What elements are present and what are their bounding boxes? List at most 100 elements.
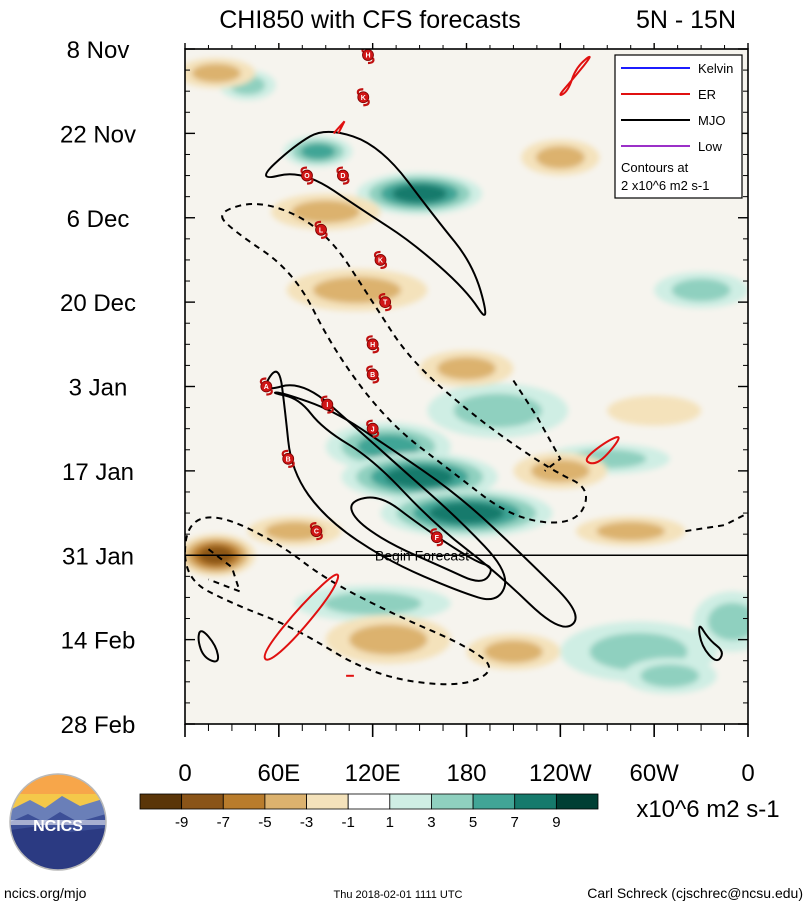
storm-marker-letter: L — [319, 227, 324, 234]
y-tick-label: 17 Jan — [62, 459, 134, 486]
y-tick-label: 22 Nov — [60, 121, 136, 148]
anomaly-blob — [484, 640, 543, 663]
storm-marker: C — [309, 522, 323, 541]
storm-marker-letter: J — [371, 426, 375, 433]
colorbar-label: 5 — [469, 814, 477, 831]
legend: Kelvin ER MJO Low Contours at 2 x10^6 m2 s-… — [614, 54, 743, 199]
colorbar-swatch — [181, 793, 224, 810]
colorbar-swatch — [472, 793, 516, 810]
x-axis: 0 60E 120E 180 120W 60W 0 — [178, 43, 755, 787]
colorbar-swatch — [347, 793, 391, 810]
colorbar-swatch — [431, 793, 474, 810]
mjo-contour — [197, 630, 220, 663]
anomaly-blob — [191, 63, 241, 83]
colorbar: -9 -7 -5 -3 -1 1 3 5 7 9 — [139, 793, 599, 831]
legend-note-line1: Contours at — [621, 160, 689, 175]
x-tick-label: 180 — [446, 760, 486, 787]
anomaly-blob — [535, 146, 585, 169]
storm-marker-letter: F — [435, 535, 440, 542]
legend-label: ER — [698, 87, 716, 102]
anomaly-blob — [453, 393, 542, 428]
mjo-contour — [265, 370, 507, 601]
y-tick-label: 31 Jan — [62, 543, 134, 570]
storm-marker-letter: K — [361, 95, 366, 102]
wave-contours — [185, 55, 748, 686]
y-tick-label: 20 Dec — [60, 290, 136, 317]
storm-marker-letter: H — [370, 342, 375, 349]
colorbar-label: 9 — [552, 814, 560, 831]
anomaly-blob — [596, 521, 665, 541]
x-tick-label: 120W — [529, 760, 592, 787]
mjo-contour — [698, 625, 723, 662]
colorbar-label: -7 — [217, 814, 230, 831]
x-tick-label: 60W — [629, 760, 679, 787]
colorbar-label: -1 — [342, 814, 355, 831]
colorbar-label: 3 — [427, 814, 435, 831]
mjo-contour — [221, 203, 587, 524]
storm-marker: F — [430, 528, 444, 547]
anomaly-blob — [671, 278, 731, 302]
mjo-contour — [685, 512, 748, 533]
y-axis: 8 Nov 22 Nov 6 Dec 20 Dec 3 Jan 17 Jan 31 Jan 1… — [60, 37, 748, 739]
mjo-contour — [512, 379, 562, 472]
storm-marker: B — [281, 449, 295, 468]
anomaly-blob — [291, 200, 360, 224]
legend-label: Kelvin — [698, 61, 733, 76]
x-tick-label: 60E — [257, 760, 300, 787]
storm-marker: K — [356, 88, 370, 107]
chart-title: CHI850 with CFS forecasts — [219, 6, 521, 34]
er-contour — [585, 436, 620, 465]
anomaly-blob — [392, 184, 447, 203]
anomaly-blob — [300, 143, 336, 160]
colorbar-swatch — [222, 793, 266, 810]
colorbar-swatch — [139, 793, 183, 810]
anomaly-shading — [185, 58, 748, 694]
y-tick-label: 8 Nov — [67, 37, 130, 64]
x-tick-label: 120E — [345, 760, 401, 787]
y-tick-label: 14 Feb — [61, 628, 136, 655]
storm-marker-letter: O — [304, 173, 310, 180]
legend-label: Low — [698, 139, 722, 154]
colorbar-label: -9 — [175, 814, 188, 831]
colorbar-units: x10^6 m2 s-1 — [636, 796, 779, 823]
storm-marker-letter: B — [286, 456, 291, 463]
mjo-contour — [185, 516, 490, 686]
x-tick-label: 0 — [741, 760, 754, 787]
storm-marker-letter: T — [383, 300, 388, 307]
y-tick-label: 3 Jan — [69, 375, 128, 402]
storm-marker: A — [259, 377, 273, 396]
legend-label: MJO — [698, 113, 725, 128]
er-contour — [263, 573, 340, 661]
footer-right: Carl Schreck (cjschrec@ncsu.edu) — [587, 885, 803, 901]
storm-marker-letter: D — [340, 173, 345, 180]
anomaly-blob — [428, 502, 505, 524]
storm-marker: H — [366, 335, 380, 354]
er-contour — [332, 120, 346, 135]
anomaly-blob — [531, 459, 590, 483]
logo-text: NCICS — [33, 818, 83, 835]
storm-marker: K — [373, 250, 388, 270]
storm-marker: T — [378, 293, 392, 312]
anomaly-blob — [707, 602, 748, 641]
anomaly-blob — [265, 521, 324, 541]
x-tick-label: 0 — [178, 760, 191, 787]
colorbar-label: -3 — [300, 814, 313, 831]
colorbar-label: 1 — [386, 814, 394, 831]
storm-marker: L — [314, 220, 328, 239]
storm-marker: H — [361, 49, 375, 65]
mjo-contour — [265, 130, 487, 316]
footer-left: ncics.org/mjo — [4, 885, 87, 901]
colorbar-swatch — [514, 793, 557, 810]
legend-note-line2: 2 x10^6 m2 s-1 — [621, 178, 709, 193]
begin-forecast-label: Begin Forecast — [375, 547, 469, 563]
y-tick-label: 28 Feb — [61, 712, 136, 739]
anomaly-blob — [385, 466, 454, 488]
storm-marker-letter: K — [378, 258, 383, 265]
mjo-contour — [273, 391, 577, 628]
storm-marker-letter: H — [365, 53, 370, 60]
storm-marker-letter: I — [326, 402, 328, 409]
mjo-contour — [350, 496, 492, 582]
colorbar-swatch — [555, 793, 599, 810]
colorbar-swatch — [264, 793, 307, 810]
